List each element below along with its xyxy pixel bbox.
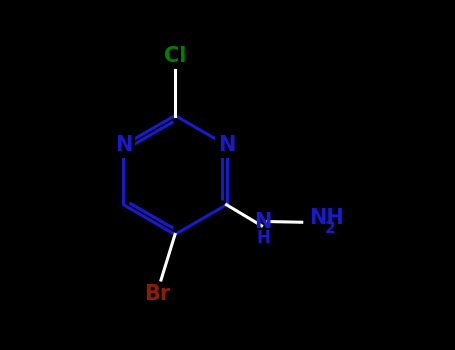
Text: Br: Br bbox=[144, 284, 171, 304]
Text: NH: NH bbox=[309, 208, 344, 228]
Text: N: N bbox=[218, 135, 235, 155]
Text: Cl: Cl bbox=[164, 46, 186, 66]
Text: 2: 2 bbox=[324, 221, 335, 236]
Text: N: N bbox=[255, 211, 272, 232]
Text: N: N bbox=[115, 135, 132, 155]
Text: H: H bbox=[256, 229, 270, 247]
